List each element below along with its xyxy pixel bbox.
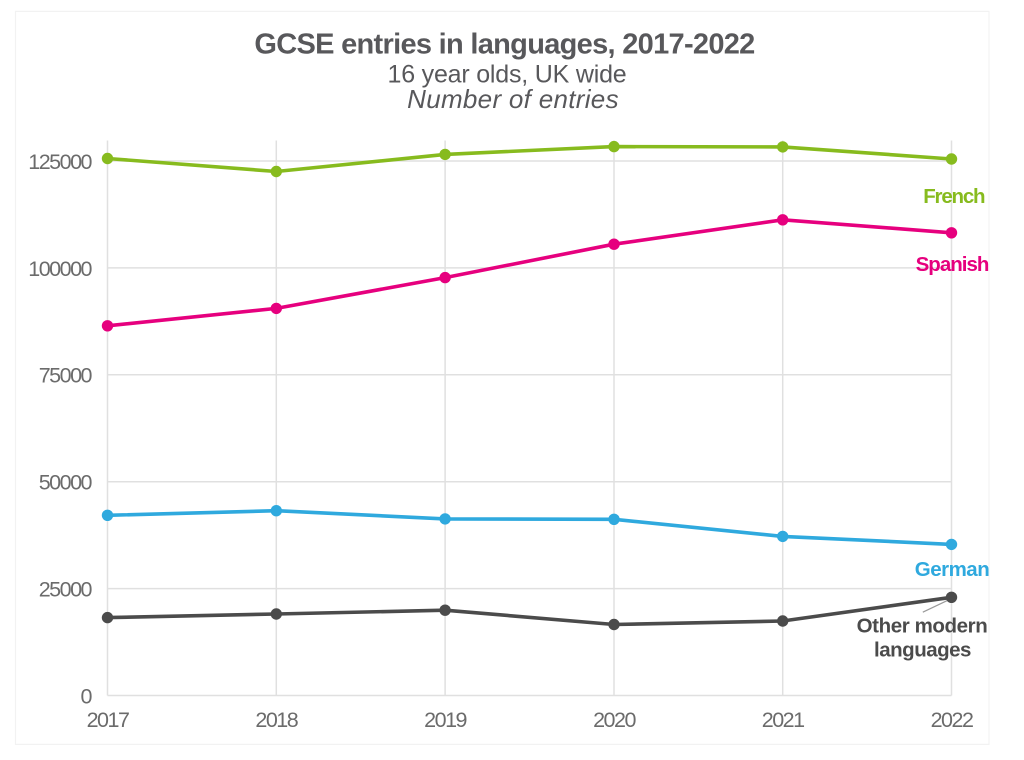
svg-text:125000: 125000: [28, 150, 92, 174]
svg-text:2020: 2020: [593, 708, 636, 732]
svg-text:French: French: [923, 185, 985, 208]
svg-text:50000: 50000: [39, 471, 93, 495]
svg-text:languages: languages: [874, 639, 971, 662]
svg-text:0: 0: [81, 684, 93, 708]
svg-text:German: German: [915, 558, 989, 581]
svg-text:25000: 25000: [39, 578, 93, 602]
svg-text:2018: 2018: [255, 708, 298, 732]
svg-text:GCSE entries in languages, 201: GCSE entries in languages, 2017-2022: [254, 28, 754, 60]
svg-text:2022: 2022: [931, 708, 973, 732]
svg-text:2019: 2019: [424, 708, 466, 732]
svg-text:16 year olds, UK wide: 16 year olds, UK wide: [388, 60, 627, 88]
svg-text:2021: 2021: [762, 708, 804, 732]
svg-text:Spanish: Spanish: [916, 253, 989, 276]
svg-text:2017: 2017: [87, 708, 129, 732]
svg-text:75000: 75000: [39, 364, 93, 388]
svg-text:Number of entries: Number of entries: [407, 84, 619, 114]
svg-text:Other modern: Other modern: [857, 615, 988, 638]
svg-text:100000: 100000: [28, 257, 92, 281]
